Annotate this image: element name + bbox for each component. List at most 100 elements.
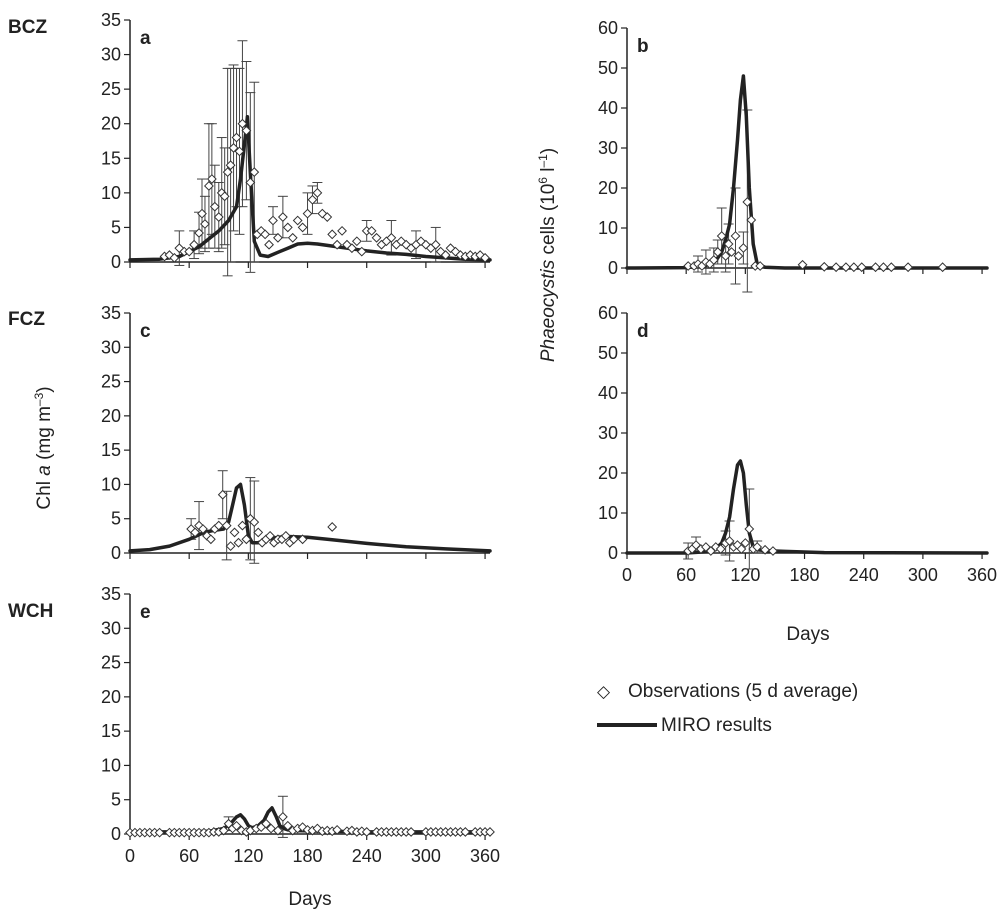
observation-point xyxy=(287,232,298,243)
x-tick-label: 180 xyxy=(790,565,820,585)
x-tick-label: 60 xyxy=(676,565,696,585)
y-tick-label: 50 xyxy=(598,58,618,78)
observation-point xyxy=(222,167,233,178)
y-tick-label: 15 xyxy=(101,440,121,460)
observation-point xyxy=(841,262,851,273)
panel-a: 0 5 10 15 20 25 30 35 a xyxy=(101,10,492,277)
observation-point xyxy=(190,527,201,538)
y-tick-label: 0 xyxy=(111,252,121,272)
observation-point xyxy=(430,239,441,250)
observation-point xyxy=(297,222,308,233)
panel-e: 0 5 10 15 20 25 30 35 0 60 120 180 240 300 360 e xyxy=(101,584,500,866)
x-tick-label: 240 xyxy=(352,846,382,866)
observation-point xyxy=(332,239,343,250)
observation-point xyxy=(724,536,735,546)
observation-point xyxy=(460,827,471,837)
observation-point xyxy=(233,537,244,548)
observation-point xyxy=(480,252,490,263)
observation-point xyxy=(189,239,200,250)
observation-point xyxy=(870,262,881,273)
observation-point xyxy=(302,208,313,219)
panel-d: 0 10 20 30 40 50 60 0 60 120 180 240 300 360 d xyxy=(598,303,997,585)
panel-c: 0 5 10 15 20 25 30 35 c xyxy=(101,303,492,564)
observation-point xyxy=(755,261,766,271)
observation-point xyxy=(218,825,229,836)
y-tick-label: 10 xyxy=(598,503,618,523)
observation-point xyxy=(752,542,763,552)
observation-point xyxy=(288,534,299,545)
observation-point xyxy=(831,262,842,273)
y-tick-label: 10 xyxy=(101,183,121,203)
panel-label-d: d xyxy=(637,321,649,342)
observation-point xyxy=(203,181,214,191)
observation-point xyxy=(327,229,338,240)
observation-point xyxy=(213,520,224,531)
y-tick-label: 60 xyxy=(598,18,618,38)
observation-point xyxy=(726,247,737,257)
observation-point xyxy=(322,212,333,222)
x-tick-label: 120 xyxy=(730,565,760,585)
observation-point xyxy=(337,225,347,236)
panel-label-c: c xyxy=(140,321,151,342)
y-tick-label: 20 xyxy=(101,406,121,426)
x-tick-label: 360 xyxy=(967,565,997,585)
y-tick-label: 0 xyxy=(111,543,121,563)
y-tick-label: 5 xyxy=(111,790,121,810)
observation-point xyxy=(265,530,275,541)
y-tick-label: 0 xyxy=(608,258,618,278)
observation-point xyxy=(937,262,948,273)
x-tick-label: 180 xyxy=(293,846,323,866)
model-line xyxy=(128,115,492,262)
x-tick-label: 0 xyxy=(622,565,632,585)
observation-point xyxy=(273,232,283,243)
observation-point xyxy=(241,125,252,136)
y-tick-label: 30 xyxy=(598,138,618,158)
x-tick-label: 360 xyxy=(470,846,500,866)
observation-point xyxy=(234,146,245,157)
y-tick-label: 30 xyxy=(101,45,121,65)
observation-point xyxy=(237,520,248,531)
observation-point xyxy=(194,228,204,238)
observation-point xyxy=(848,262,859,273)
observation-point xyxy=(712,247,723,257)
observation-point xyxy=(742,197,753,207)
panel-b: 0 10 20 30 40 50 60 b xyxy=(598,18,989,293)
y-tick-label: 60 xyxy=(598,303,618,323)
observation-point xyxy=(720,251,731,261)
observation-point xyxy=(886,262,897,273)
legend-model-label: MIRO results xyxy=(661,715,772,736)
y-tick-label: 30 xyxy=(101,618,121,638)
observation-point xyxy=(740,538,751,548)
observation-point xyxy=(440,250,451,260)
observation-point xyxy=(277,212,288,222)
observation-point xyxy=(406,827,417,837)
plots: 05101520253035a0102030405060b05101520253… xyxy=(101,10,997,866)
observation-point xyxy=(282,820,293,831)
observation-point xyxy=(249,517,260,528)
observation-point xyxy=(708,255,719,265)
observation-point xyxy=(273,825,283,836)
observation-point xyxy=(198,524,208,534)
observation-point xyxy=(312,187,323,198)
observation-point xyxy=(225,541,236,552)
observation-point xyxy=(280,530,291,541)
right-y-axis-title: Phaeocystis cells (106 l–1) xyxy=(536,148,559,362)
observation-point xyxy=(154,827,165,838)
observation-point xyxy=(261,818,272,829)
y-tick-label: 25 xyxy=(101,79,121,99)
observation-point xyxy=(213,212,224,222)
observation-point xyxy=(716,231,727,241)
observation-point xyxy=(856,262,867,273)
y-tick-label: 40 xyxy=(598,383,618,403)
observation-point xyxy=(819,261,830,272)
observation-point xyxy=(366,225,377,236)
zone-label-wch: WCH xyxy=(8,601,53,622)
y-tick-label: 0 xyxy=(608,543,618,563)
observation-point xyxy=(351,236,362,247)
observation-point xyxy=(217,489,228,500)
observation-point xyxy=(221,520,232,531)
observation-point xyxy=(733,251,744,261)
y-tick-label: 0 xyxy=(111,824,121,844)
observation-point xyxy=(253,527,264,538)
